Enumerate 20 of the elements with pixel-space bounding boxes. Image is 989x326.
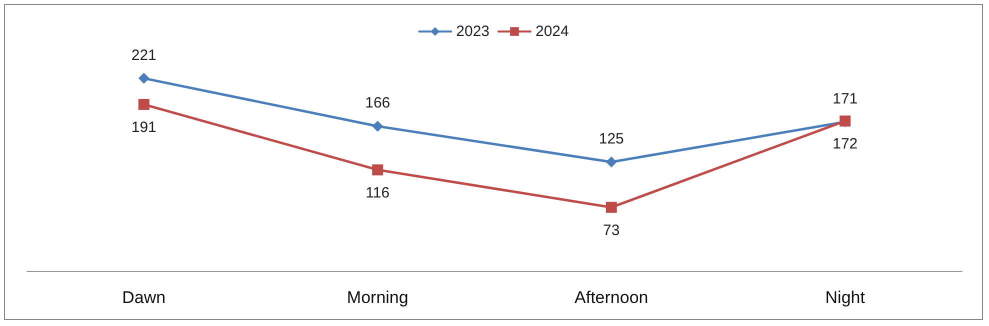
point: [606, 156, 617, 168]
legend-label: 2023: [456, 23, 490, 40]
data-label: 172: [832, 136, 858, 153]
x-tick-label: Morning: [346, 288, 408, 307]
data-label: 221: [131, 46, 156, 64]
point: [606, 202, 617, 213]
legend-label: 2024: [536, 23, 569, 40]
data-label: 191: [131, 118, 156, 136]
point: [138, 72, 150, 84]
x-tick-label: Afternoon: [574, 288, 648, 307]
data-label: 73: [603, 222, 620, 239]
x-tick-label: Night: [825, 288, 866, 307]
data-label: 171: [832, 90, 858, 108]
point: [372, 120, 384, 132]
point: [138, 98, 150, 110]
data-label: 166: [365, 94, 390, 112]
x-tick-label: Dawn: [122, 288, 166, 307]
data-label: 125: [598, 130, 624, 148]
point: [372, 164, 384, 176]
data-label: 116: [366, 184, 390, 202]
